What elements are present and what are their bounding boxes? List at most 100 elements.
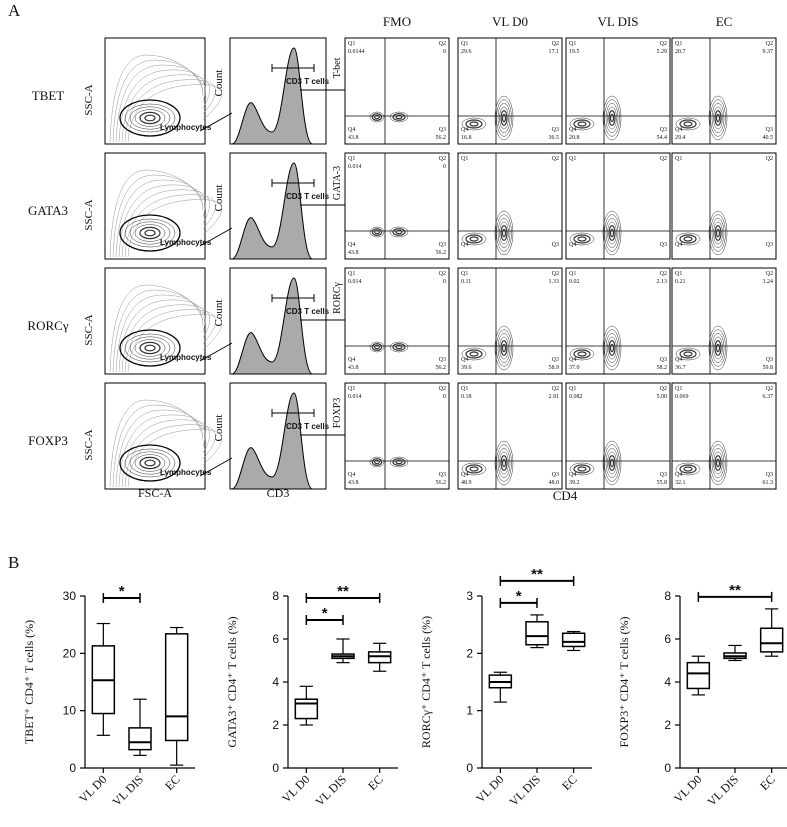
gate-contour bbox=[144, 344, 156, 352]
quadrant-frame bbox=[344, 152, 450, 260]
quadrant-name: Q2 bbox=[439, 271, 446, 277]
quadrant-name: Q3 bbox=[766, 357, 773, 363]
population bbox=[714, 340, 722, 356]
y-axis-label: Count bbox=[213, 70, 225, 97]
box bbox=[367, 651, 392, 664]
gate-label: CD3 T cells bbox=[286, 422, 330, 431]
population bbox=[715, 458, 721, 468]
quadrant-name: Q2 bbox=[766, 271, 773, 277]
quadrant-value: 20.8 bbox=[569, 135, 580, 141]
x-tick-label: EC bbox=[559, 772, 580, 793]
population bbox=[607, 221, 617, 245]
population bbox=[469, 236, 479, 242]
quadrant-value: 1.33 bbox=[549, 279, 560, 285]
histogram bbox=[231, 277, 313, 375]
population bbox=[604, 444, 620, 482]
quadrant-name: Q2 bbox=[660, 41, 667, 47]
population bbox=[708, 440, 728, 486]
gate-contour bbox=[124, 448, 176, 478]
quadrant-name: Q2 bbox=[439, 156, 446, 162]
population bbox=[500, 225, 508, 241]
gate-label: CD3 T cells bbox=[286, 192, 330, 201]
population bbox=[461, 347, 487, 361]
population bbox=[602, 440, 622, 486]
y-tick-label: 4 bbox=[272, 675, 279, 689]
gate-label: Lymphocytes bbox=[160, 353, 212, 362]
population bbox=[374, 114, 380, 120]
quadrant-name: Q4 bbox=[569, 127, 576, 133]
y-tick-label: 0 bbox=[69, 761, 76, 775]
x-tick-label: EC bbox=[365, 772, 386, 793]
quadrant-value: 6.37 bbox=[763, 394, 774, 400]
population bbox=[710, 329, 726, 367]
population bbox=[465, 234, 483, 244]
gate-label: Lymphocytes bbox=[160, 123, 212, 132]
quadrant-name: Q2 bbox=[439, 386, 446, 392]
quadrant-frame bbox=[457, 37, 563, 145]
population bbox=[374, 459, 380, 465]
population bbox=[497, 448, 511, 478]
column-header: EC bbox=[716, 14, 733, 29]
quadrant-name: Q4 bbox=[461, 242, 468, 248]
gate-contour bbox=[134, 109, 166, 127]
quadrant-name: Q4 bbox=[348, 242, 355, 248]
quadrant-name: Q3 bbox=[766, 127, 773, 133]
quadrant-frame bbox=[671, 37, 777, 145]
gate-label: Lymphocytes bbox=[160, 238, 212, 247]
population bbox=[711, 218, 725, 248]
population bbox=[710, 99, 726, 137]
significance-label: * bbox=[119, 583, 125, 600]
quadrant-value: 55.8 bbox=[657, 480, 668, 486]
quadrant-name: Q4 bbox=[675, 242, 682, 248]
contour bbox=[124, 79, 216, 143]
quadrant-name: Q2 bbox=[552, 271, 559, 277]
quadrant-name: Q4 bbox=[461, 127, 468, 133]
quadrant-value: 3.24 bbox=[763, 279, 774, 285]
x-tick-label: VL D0 bbox=[76, 772, 109, 805]
contour bbox=[121, 304, 210, 373]
arrow bbox=[199, 227, 233, 247]
population bbox=[715, 113, 721, 123]
box bbox=[686, 661, 711, 690]
population bbox=[608, 340, 616, 356]
population bbox=[392, 343, 406, 351]
quadrant-name: Q4 bbox=[461, 357, 468, 363]
population bbox=[500, 455, 508, 471]
quadrant-frame bbox=[457, 267, 563, 375]
y-axis-label: SSC-A bbox=[83, 84, 95, 115]
quadrant-frame bbox=[344, 267, 450, 375]
quadrant-value: 37.0 bbox=[569, 365, 580, 371]
population bbox=[496, 99, 512, 137]
panel-label: A bbox=[8, 1, 21, 20]
quadrant-name: Q1 bbox=[675, 271, 682, 277]
population bbox=[469, 351, 479, 357]
quadrant-frame bbox=[671, 152, 777, 260]
quadrant-name: Q1 bbox=[569, 41, 576, 47]
y-axis-label: RORCγ⁺ CD4⁺ T cells (%) bbox=[419, 616, 433, 748]
gate-contour bbox=[139, 341, 161, 355]
quadrant-name: Q4 bbox=[348, 127, 355, 133]
population bbox=[708, 210, 728, 256]
quadrant-name: Q4 bbox=[675, 127, 682, 133]
y-tick-label: 4 bbox=[664, 675, 671, 689]
population bbox=[609, 458, 615, 468]
population bbox=[501, 113, 507, 123]
population bbox=[469, 121, 479, 127]
significance-label: * bbox=[322, 605, 328, 622]
x-tick-label: VL D0 bbox=[279, 772, 312, 805]
population bbox=[369, 341, 385, 353]
quadrant-name: Q1 bbox=[348, 41, 355, 47]
quadrant-frame bbox=[565, 37, 671, 145]
population bbox=[389, 111, 409, 123]
quadrant-name: Q3 bbox=[552, 127, 559, 133]
population bbox=[465, 119, 483, 129]
population bbox=[497, 103, 511, 133]
quadrant-value: 43.8 bbox=[348, 250, 359, 256]
contour bbox=[127, 199, 223, 258]
quadrant-frame bbox=[344, 37, 450, 145]
box bbox=[525, 621, 549, 646]
quadrant-name: Q4 bbox=[569, 357, 576, 363]
box bbox=[294, 698, 319, 720]
quadrant-frame bbox=[565, 267, 671, 375]
quadrant-value: 17.1 bbox=[549, 49, 560, 55]
